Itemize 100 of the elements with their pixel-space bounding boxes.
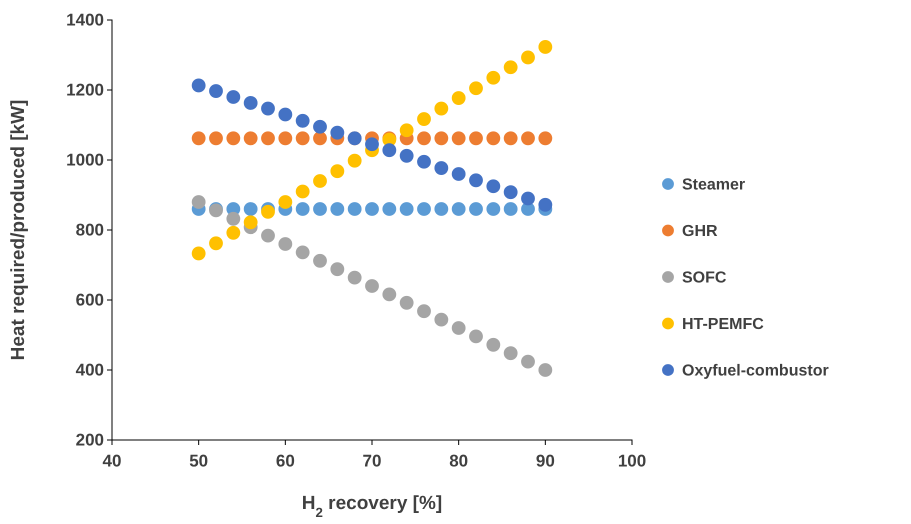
point — [400, 202, 414, 216]
x-axis-title: H$_{2}$ recovery [%] — [302, 493, 442, 520]
point — [521, 50, 535, 64]
point — [296, 114, 310, 128]
point — [330, 202, 344, 216]
point — [469, 131, 483, 146]
point — [348, 270, 362, 284]
point — [521, 354, 535, 368]
point — [434, 312, 448, 326]
point — [261, 204, 275, 219]
point — [486, 131, 500, 146]
point — [278, 237, 292, 251]
point — [400, 123, 414, 138]
x-tick-label: 60 — [276, 452, 295, 471]
legend-label: HT-PEMFC — [682, 316, 764, 334]
legend-label: Steamer — [682, 176, 746, 194]
point — [330, 262, 344, 276]
point — [192, 246, 206, 260]
point — [382, 288, 396, 302]
point — [469, 81, 483, 96]
point — [296, 202, 310, 216]
point — [313, 202, 327, 216]
point — [469, 173, 483, 188]
point — [313, 131, 327, 146]
x-tick-label: 50 — [189, 452, 208, 471]
y-tick-label: 800 — [76, 220, 104, 240]
point — [209, 131, 223, 146]
point — [192, 131, 206, 146]
point — [452, 202, 466, 216]
x-tick-label: 40 — [102, 452, 122, 471]
point — [521, 131, 535, 146]
y-tick-label: 1400 — [66, 10, 104, 30]
y-tick-label: 1200 — [66, 80, 104, 100]
point — [417, 202, 431, 216]
point — [209, 236, 223, 250]
legend-label: GHR — [682, 223, 718, 240]
point — [434, 131, 448, 146]
point — [382, 143, 396, 158]
point — [486, 202, 500, 216]
y-tick-label: 400 — [76, 360, 104, 380]
point — [538, 198, 552, 212]
point — [313, 174, 327, 188]
point — [244, 215, 258, 230]
point — [192, 78, 206, 92]
point — [452, 321, 466, 335]
point — [192, 195, 206, 209]
point — [348, 202, 362, 216]
point — [226, 90, 240, 104]
point — [244, 131, 258, 146]
point — [452, 167, 466, 181]
point — [504, 202, 518, 216]
point — [417, 304, 431, 318]
point — [365, 137, 379, 152]
point — [452, 131, 466, 146]
point — [417, 154, 431, 169]
point — [538, 363, 552, 377]
point — [538, 131, 552, 146]
point — [313, 254, 327, 268]
point — [452, 91, 466, 105]
point — [504, 185, 518, 200]
point — [348, 154, 362, 168]
point — [209, 84, 223, 98]
point — [296, 246, 310, 260]
point — [278, 195, 292, 209]
y-axis-title: Heat required/produced [kW] — [8, 100, 29, 360]
point — [313, 120, 327, 134]
point — [261, 228, 275, 242]
point — [365, 279, 379, 293]
y-tick-label: 1000 — [66, 150, 104, 170]
point — [486, 179, 500, 194]
point — [434, 202, 448, 216]
point — [226, 212, 240, 226]
point — [244, 96, 258, 110]
x-tick-label: 90 — [536, 452, 555, 471]
x-tick-label: 70 — [362, 452, 382, 471]
point — [261, 102, 275, 116]
point — [226, 226, 240, 240]
y-tick-label: 600 — [76, 290, 104, 310]
point — [417, 112, 431, 126]
point — [469, 202, 483, 216]
point — [296, 131, 310, 146]
point — [504, 60, 518, 74]
legend-label: SOFC — [682, 270, 727, 287]
point — [244, 202, 258, 216]
point — [434, 161, 448, 175]
point — [400, 296, 414, 310]
x-tick-label: 100 — [618, 452, 646, 471]
point — [330, 164, 344, 178]
point — [504, 131, 518, 146]
point — [278, 131, 292, 146]
point — [365, 202, 379, 216]
point — [296, 184, 310, 198]
point — [417, 131, 431, 146]
point — [521, 192, 535, 206]
point — [469, 330, 483, 344]
x-tick-label: 80 — [449, 452, 468, 471]
point — [504, 346, 518, 360]
legend-label: Oxyfuel-combustor — [682, 362, 829, 380]
point — [400, 148, 414, 163]
point — [226, 131, 240, 146]
